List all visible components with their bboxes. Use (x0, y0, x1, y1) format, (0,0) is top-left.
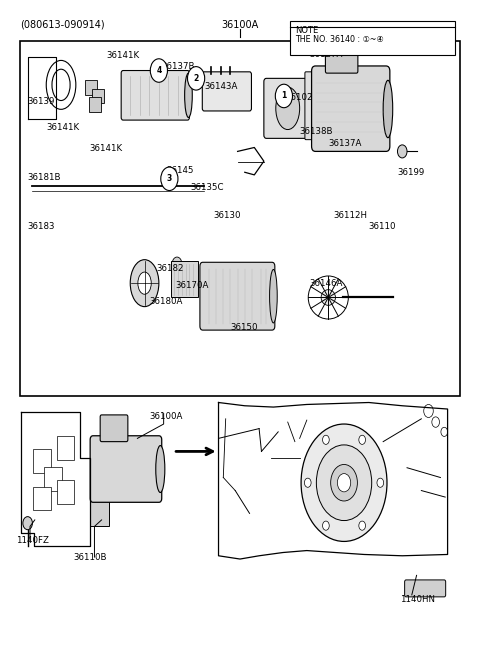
Text: 36138B: 36138B (300, 127, 333, 136)
Circle shape (323, 521, 329, 530)
Circle shape (301, 424, 387, 542)
FancyBboxPatch shape (305, 72, 317, 140)
Text: 36130: 36130 (214, 211, 241, 220)
FancyBboxPatch shape (171, 261, 198, 297)
Text: 36150: 36150 (230, 323, 258, 332)
FancyBboxPatch shape (202, 72, 252, 111)
Circle shape (188, 67, 204, 90)
Text: 36100A: 36100A (149, 413, 183, 421)
Text: 1140FZ: 1140FZ (16, 536, 48, 545)
Bar (85, 81, 97, 95)
Circle shape (161, 167, 178, 191)
FancyBboxPatch shape (121, 71, 190, 120)
Text: 36137A: 36137A (328, 139, 361, 148)
Circle shape (323, 435, 329, 444)
Bar (34, 487, 50, 510)
Text: 36110: 36110 (369, 222, 396, 231)
Bar (92, 89, 104, 103)
FancyBboxPatch shape (264, 79, 311, 138)
Text: 1: 1 (281, 92, 287, 100)
Bar (89, 97, 101, 111)
Text: 36141K: 36141K (90, 143, 123, 153)
Text: 36141K: 36141K (47, 122, 80, 132)
Ellipse shape (321, 290, 336, 305)
Bar (57, 436, 74, 460)
FancyBboxPatch shape (405, 580, 446, 597)
Circle shape (150, 59, 168, 83)
Circle shape (359, 521, 365, 530)
Text: 36180A: 36180A (149, 297, 183, 306)
FancyBboxPatch shape (312, 66, 390, 151)
Text: 36137B: 36137B (161, 62, 195, 71)
Ellipse shape (156, 445, 165, 493)
Ellipse shape (138, 272, 151, 294)
Ellipse shape (185, 73, 192, 117)
Text: NOTE: NOTE (295, 26, 319, 35)
Ellipse shape (270, 269, 277, 323)
Text: 36135C: 36135C (190, 183, 223, 192)
Circle shape (441, 427, 447, 436)
FancyBboxPatch shape (325, 45, 358, 73)
Text: THE NO. 36140 : ①~④: THE NO. 36140 : ①~④ (295, 35, 384, 45)
Circle shape (424, 404, 433, 417)
Circle shape (316, 445, 372, 521)
Text: 36170A: 36170A (176, 280, 209, 290)
FancyBboxPatch shape (100, 415, 128, 441)
Text: 36183: 36183 (28, 222, 55, 231)
Circle shape (432, 417, 440, 427)
Ellipse shape (130, 259, 159, 307)
Text: 36120: 36120 (376, 49, 404, 58)
Ellipse shape (383, 81, 393, 138)
Circle shape (304, 478, 311, 487)
Text: 3: 3 (167, 174, 172, 183)
Text: 36139: 36139 (28, 97, 55, 105)
Text: 4: 4 (156, 66, 161, 75)
Text: 36181B: 36181B (28, 173, 61, 182)
Text: 36199: 36199 (397, 168, 425, 177)
Circle shape (172, 257, 182, 270)
Text: 36145: 36145 (166, 166, 193, 176)
Text: 36141K: 36141K (107, 51, 140, 60)
Ellipse shape (52, 69, 70, 100)
Circle shape (359, 435, 365, 444)
Circle shape (276, 84, 292, 107)
Circle shape (331, 464, 358, 501)
Bar (44, 467, 61, 491)
Text: 2: 2 (193, 74, 199, 83)
Circle shape (23, 517, 33, 530)
Text: 36102: 36102 (285, 94, 313, 102)
Ellipse shape (276, 87, 300, 130)
FancyBboxPatch shape (90, 436, 162, 502)
Bar (57, 480, 74, 504)
FancyBboxPatch shape (200, 262, 275, 330)
Polygon shape (90, 498, 109, 527)
Bar (34, 449, 50, 473)
Circle shape (397, 145, 407, 158)
Text: 36100A: 36100A (221, 20, 259, 29)
Bar (290, 21, 455, 55)
Text: 36143A: 36143A (204, 82, 238, 90)
Text: 36127A: 36127A (309, 50, 343, 60)
Bar (21, 41, 459, 396)
Text: 1140HN: 1140HN (400, 595, 435, 604)
Circle shape (377, 478, 384, 487)
Text: (080613-090914): (080613-090914) (21, 20, 105, 29)
Text: 36110B: 36110B (73, 553, 107, 561)
Circle shape (337, 474, 351, 492)
Text: 36112H: 36112H (333, 211, 367, 220)
Text: 36182: 36182 (156, 265, 184, 273)
Text: 36146A: 36146A (309, 278, 343, 288)
